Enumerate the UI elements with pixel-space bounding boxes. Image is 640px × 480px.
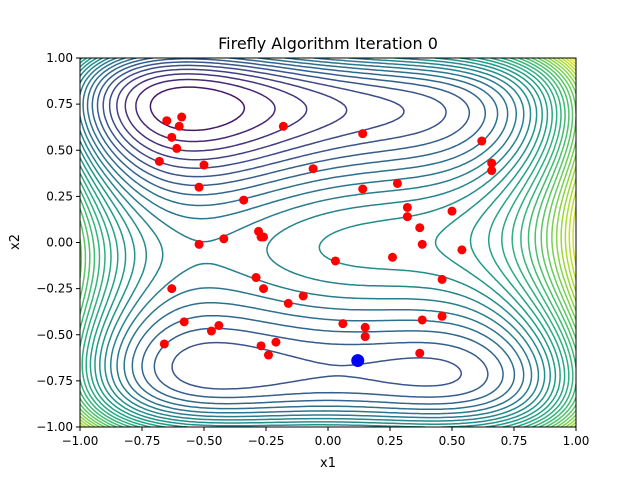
firefly-point [308, 164, 318, 174]
firefly-point [392, 178, 402, 188]
firefly-point [259, 284, 269, 294]
y-tick-label: 0.50 [46, 143, 73, 157]
firefly-point [417, 315, 427, 325]
firefly-point [358, 129, 368, 139]
contour-level [124, 73, 308, 152]
y-tick-label: 0.75 [46, 97, 73, 111]
contour-level [80, 58, 576, 427]
firefly-point [154, 156, 164, 166]
x-tick-label: 1.00 [563, 434, 590, 448]
x-tick-label: 0.50 [439, 434, 466, 448]
contour-level [80, 58, 574, 427]
contour-level [80, 58, 561, 427]
contour-level [80, 58, 557, 427]
firefly-point [457, 245, 467, 255]
firefly-point [199, 160, 209, 170]
contour-level [80, 58, 576, 427]
contour-level [80, 58, 576, 427]
firefly-point [283, 298, 293, 308]
contour-level [80, 58, 566, 427]
chart-title: Firefly Algorithm Iteration 0 [218, 34, 438, 53]
firefly-point [214, 321, 224, 331]
firefly-point [477, 136, 487, 146]
x-axis: −1.00 −0.75 −0.50 −0.25 0.00 0.25 0.50 0.75 1.00 [62, 427, 590, 448]
firefly-points [154, 112, 497, 368]
firefly-point [256, 341, 266, 351]
firefly-point [194, 239, 204, 249]
x-axis-label: x1 [320, 456, 336, 471]
contour-level [116, 68, 348, 161]
y-tick-label: −0.50 [36, 328, 73, 342]
y-tick-label: 1.00 [46, 51, 73, 65]
firefly-point [239, 195, 249, 205]
x-tick-label: −0.75 [124, 434, 161, 448]
firefly-point [219, 234, 229, 244]
firefly-point [174, 121, 184, 131]
firefly-point [402, 212, 412, 222]
x-tick-label: −0.50 [186, 434, 223, 448]
contour-lines [80, 58, 576, 427]
firefly-point [271, 337, 281, 347]
y-axis-label: x2 [8, 234, 23, 250]
contour-level [80, 58, 570, 427]
firefly-point [358, 184, 368, 194]
firefly-point [167, 132, 177, 142]
firefly-point [387, 252, 397, 262]
firefly-point [177, 112, 187, 122]
best-firefly-point [351, 354, 365, 368]
firefly-point [338, 319, 348, 329]
contour-level [80, 58, 540, 422]
contour-level [80, 58, 576, 427]
firefly-point [360, 332, 370, 342]
firefly-point [415, 223, 425, 233]
contour-level [91, 58, 504, 405]
firefly-point [256, 232, 266, 242]
firefly-point [167, 284, 177, 294]
contour-level [80, 58, 576, 427]
contour-level [80, 58, 576, 427]
contour-level [102, 61, 463, 390]
x-tick-label: 0.00 [315, 434, 342, 448]
x-tick-label: −0.25 [248, 434, 285, 448]
y-tick-label: 0.25 [46, 189, 73, 203]
contour-level [80, 58, 576, 427]
contour-level [80, 58, 551, 427]
y-tick-label: −0.75 [36, 374, 73, 388]
contour-level [86, 58, 516, 411]
firefly-point [330, 256, 340, 266]
firefly-point [360, 322, 370, 332]
firefly-point [278, 121, 288, 131]
firefly-point [402, 202, 412, 212]
y-tick-label: −1.00 [36, 420, 73, 434]
firefly-point [298, 291, 308, 301]
firefly-point [263, 350, 273, 360]
x-tick-label: 0.25 [377, 434, 404, 448]
firefly-point [159, 339, 169, 349]
firefly-point [487, 166, 497, 176]
y-tick-label: 0.00 [46, 236, 73, 250]
firefly-point [194, 182, 204, 192]
x-tick-label: −1.00 [62, 434, 99, 448]
y-tick-label: −0.25 [36, 282, 73, 296]
firefly-point [437, 274, 447, 284]
contour-level [82, 58, 525, 415]
contour-level [80, 58, 576, 427]
firefly-point [415, 348, 425, 358]
x-tick-label: 0.75 [501, 434, 528, 448]
contour-level [80, 58, 576, 427]
firefly-point [172, 143, 182, 153]
contour-level [80, 58, 533, 419]
y-axis: −1.00 −0.75 −0.50 −0.25 0.00 0.25 0.50 0.75 1.00 [36, 51, 80, 434]
firefly-point [162, 116, 172, 126]
firefly-point [447, 206, 457, 216]
contour-level [108, 64, 405, 169]
firefly-point [417, 239, 427, 249]
firefly-point [206, 326, 216, 336]
firefly-point [179, 317, 189, 327]
contour-level [96, 58, 489, 399]
firefly-point [251, 273, 261, 283]
firefly-point [437, 311, 447, 321]
firefly-point [487, 158, 497, 168]
